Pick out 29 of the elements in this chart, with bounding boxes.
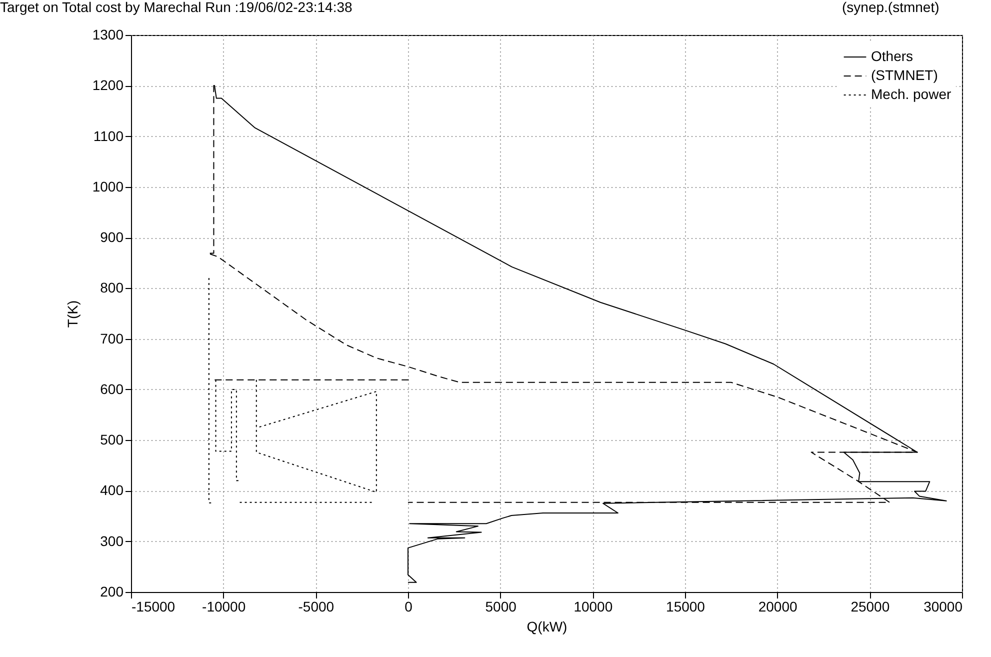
y-tick-label: 1100 — [93, 128, 124, 144]
y-tick-label: 600 — [100, 380, 124, 397]
y-tick-label: 400 — [100, 482, 124, 498]
y-tick-label: 1200 — [92, 77, 124, 94]
y-axis-title: T(K) — [64, 300, 80, 328]
y-tick-label: 500 — [100, 432, 124, 448]
x-tick-label: 15000 — [666, 598, 706, 614]
x-tick-label: -15000 — [132, 598, 176, 614]
chart-title: Target on Total cost by Marechal Run :19/06/02-23:14:38 — [0, 0, 353, 15]
x-tick-label: 10000 — [574, 598, 613, 614]
y-tick-label: 300 — [100, 532, 124, 549]
x-tick-label: 20000 — [758, 598, 798, 614]
x-tick-label: -5000 — [298, 598, 334, 614]
text: (synep.(stmnet) — [842, 0, 940, 15]
x-tick-label: -10000 — [202, 598, 246, 614]
x-axis-title: Q(kW) — [526, 618, 568, 634]
x-tick-label: 5000 — [485, 598, 517, 614]
x-tick-label: 30000 — [924, 598, 963, 614]
y-tick-label: 900 — [100, 229, 124, 246]
legend-label: (STMNET) — [871, 67, 938, 83]
legend-label: Others — [871, 48, 914, 64]
y-tick-label: 1300 — [92, 26, 124, 42]
x-tick-label: 0 — [404, 598, 413, 614]
y-tick-label: 800 — [100, 280, 124, 296]
y-tick-label: 200 — [100, 584, 124, 600]
y-tick-label: 700 — [100, 330, 124, 346]
y-tick-label: 1000 — [92, 178, 124, 194]
x-tick-label: 25000 — [850, 598, 890, 614]
legend-label: Mech. power — [871, 86, 952, 102]
